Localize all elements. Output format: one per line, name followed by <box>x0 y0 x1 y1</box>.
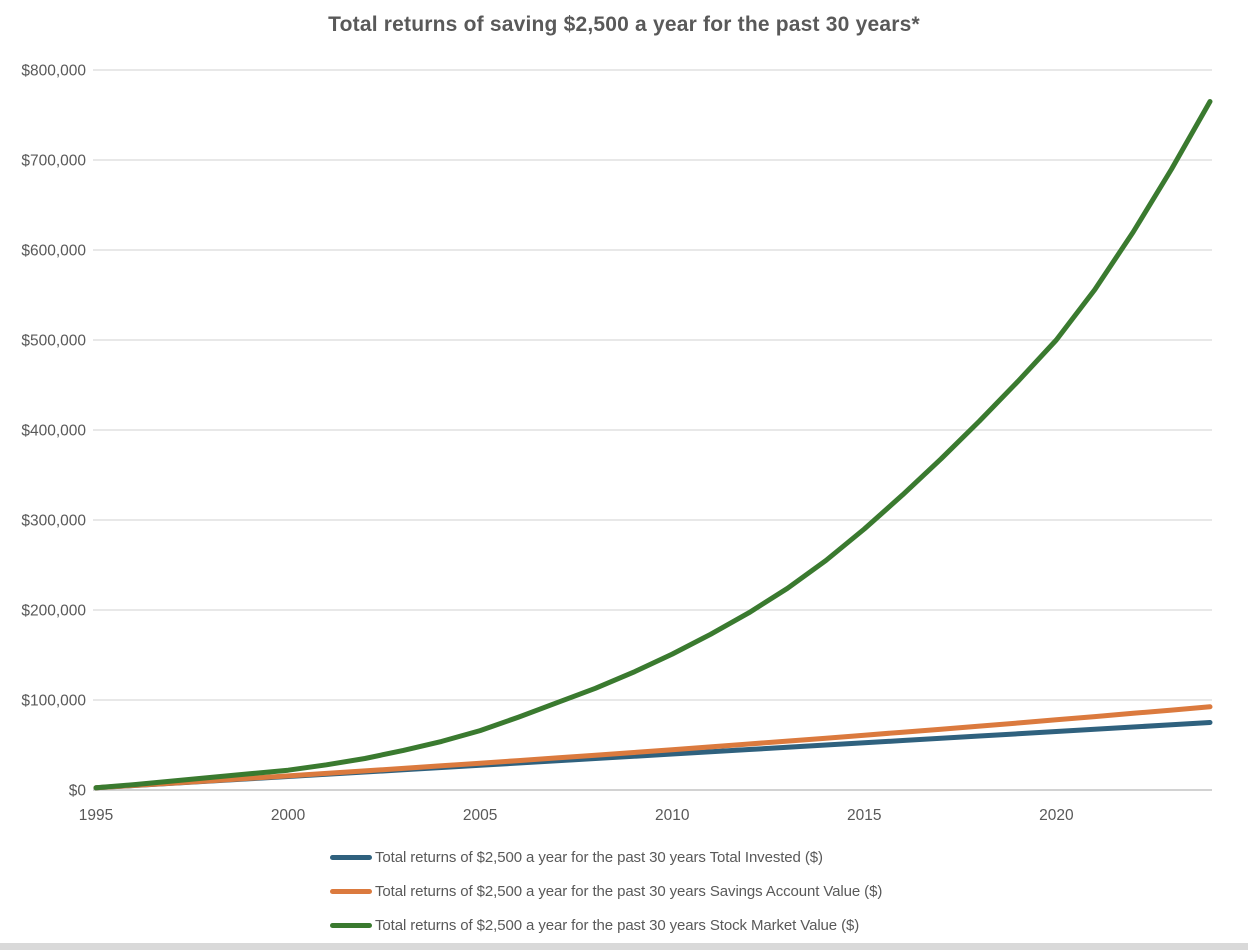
legend-label-total-invested: Total returns of $2,500 a year for the p… <box>375 848 823 866</box>
svg-text:$200,000: $200,000 <box>21 603 86 620</box>
legend-marker-total-invested <box>330 854 372 860</box>
svg-text:$800,000: $800,000 <box>21 63 86 80</box>
legend-marker-stock-market <box>330 922 372 928</box>
svg-text:2010: 2010 <box>655 807 690 824</box>
bottom-edge-bar <box>0 943 1248 950</box>
svg-text:$0: $0 <box>69 783 87 800</box>
legend-item-savings-account: Total returns of $2,500 a year for the p… <box>330 874 882 908</box>
svg-text:$400,000: $400,000 <box>21 423 86 440</box>
svg-text:$100,000: $100,000 <box>21 693 86 710</box>
legend: Total returns of $2,500 a year for the p… <box>330 840 882 942</box>
svg-text:2005: 2005 <box>463 807 497 824</box>
svg-text:$700,000: $700,000 <box>21 153 86 170</box>
legend-marker-savings-account <box>330 888 372 894</box>
svg-text:1995: 1995 <box>79 807 113 824</box>
svg-text:2020: 2020 <box>1039 807 1074 824</box>
svg-text:$600,000: $600,000 <box>21 243 86 260</box>
svg-text:2015: 2015 <box>847 807 881 824</box>
legend-label-savings-account: Total returns of $2,500 a year for the p… <box>375 882 883 900</box>
chart-title: Total returns of saving $2,500 a year fo… <box>328 13 920 36</box>
legend-label-stock-market: Total returns of $2,500 a year for the p… <box>375 916 860 934</box>
svg-text:$300,000: $300,000 <box>21 513 86 530</box>
svg-text:2000: 2000 <box>271 807 306 824</box>
legend-item-total-invested: Total returns of $2,500 a year for the p… <box>330 840 882 874</box>
legend-item-stock-market: Total returns of $2,500 a year for the p… <box>330 908 882 942</box>
svg-text:$500,000: $500,000 <box>21 333 86 350</box>
